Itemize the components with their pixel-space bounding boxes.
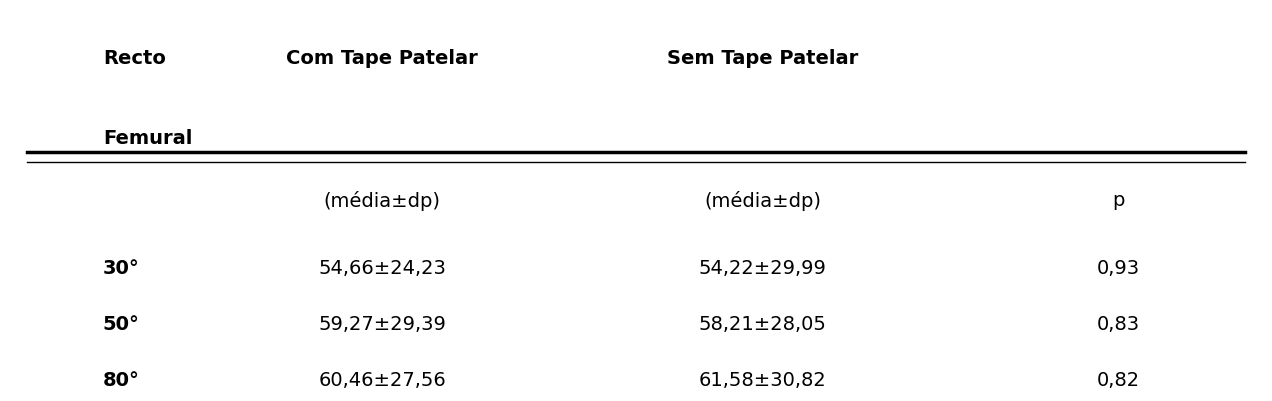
Text: p: p — [1112, 191, 1124, 210]
Text: 54,66±24,23: 54,66±24,23 — [318, 259, 446, 277]
Text: (média±dp): (média±dp) — [323, 190, 440, 211]
Text: Com Tape Patelar: Com Tape Patelar — [286, 49, 478, 68]
Text: (média±dp): (média±dp) — [705, 190, 822, 211]
Text: 61,58±30,82: 61,58±30,82 — [700, 370, 827, 389]
Text: 80°: 80° — [103, 370, 140, 389]
Text: 59,27±29,39: 59,27±29,39 — [318, 314, 446, 333]
Text: 58,21±28,05: 58,21±28,05 — [700, 314, 827, 333]
Text: 0,83: 0,83 — [1096, 314, 1140, 333]
Text: 54,22±29,99: 54,22±29,99 — [700, 259, 827, 277]
Text: 0,93: 0,93 — [1096, 259, 1140, 277]
Text: 30°: 30° — [103, 259, 140, 277]
Text: Sem Tape Patelar: Sem Tape Patelar — [668, 49, 859, 68]
Text: Femural: Femural — [103, 129, 192, 148]
Text: 0,82: 0,82 — [1096, 370, 1140, 389]
Text: 50°: 50° — [103, 314, 140, 333]
Text: Recto: Recto — [103, 49, 165, 68]
Text: 60,46±27,56: 60,46±27,56 — [318, 370, 446, 389]
